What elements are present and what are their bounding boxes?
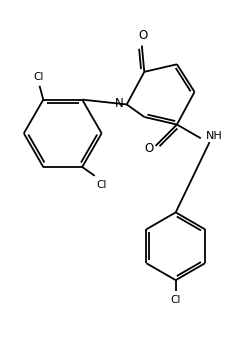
Text: Cl: Cl xyxy=(96,180,106,190)
Text: N: N xyxy=(115,97,124,110)
Text: Cl: Cl xyxy=(33,72,43,82)
Text: Cl: Cl xyxy=(170,295,180,305)
Text: NH: NH xyxy=(205,131,222,141)
Text: O: O xyxy=(144,142,153,155)
Text: O: O xyxy=(138,29,147,42)
